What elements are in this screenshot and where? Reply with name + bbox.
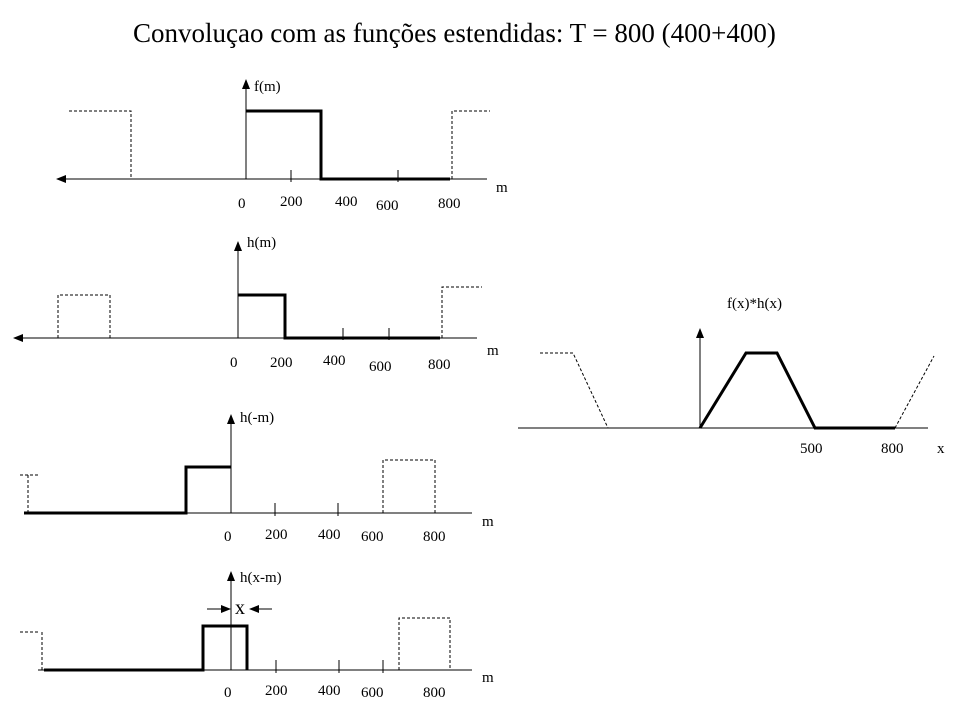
f-m-tick-label-0: 0 [238,196,246,212]
page-title: Convoluçao com as funções estendidas: T … [133,18,776,48]
h-neg-m-axis-label: m [482,514,494,530]
f-m-right-period [451,110,490,179]
h-neg-m-tick-label-400: 400 [318,527,341,543]
h-x-m-right-period [398,617,451,670]
panel-h-neg-m: h(-m) m 0 200 400 600 800 [20,410,494,545]
h-m-left-period [57,294,111,338]
h-m-label: h(m) [247,235,276,251]
f-m-pulse [246,109,450,181]
result-label: f(x)*h(x) [727,296,782,312]
h-neg-m-tick-label-0: 0 [224,529,232,545]
panel-h-x-m: h(x-m) m x 0 200 400 600 800 [20,570,494,701]
h-x-m-tick-label-600: 600 [361,685,384,701]
result-tick-label-800: 800 [881,441,904,457]
h-x-m-tick-label-800: 800 [423,685,446,701]
h-neg-m-right-period [382,459,436,513]
h-m-axis-label: m [487,343,499,359]
f-m-tick-label-600: 600 [376,198,399,214]
h-x-m-pulse [44,624,249,672]
result-right-period [894,355,935,429]
f-m-tick-label-400: 400 [335,194,358,210]
f-m-tick-label-800: 800 [438,196,461,212]
h-neg-m-tick-label-200: 200 [265,527,288,543]
h-x-m-axis-label: m [482,670,494,686]
h-x-m-tick-label-0: 0 [224,685,232,701]
h-m-tick-label-800: 800 [428,357,451,373]
h-x-m-label: h(x-m) [240,570,282,586]
h-neg-m-tick-label-600: 600 [361,529,384,545]
h-m-tick-label-0: 0 [230,355,238,371]
result-trapezoid [698,351,895,430]
h-m-right-period [441,286,482,338]
shift-x-label: x [235,597,245,619]
f-m-label: f(m) [254,79,281,95]
result-left-period [540,352,609,429]
f-m-tick-label-200: 200 [280,194,303,210]
f-m-axis-label: m [496,180,508,196]
h-neg-m-label: h(-m) [240,410,274,426]
panel-f-m: f(m) m 0 200 400 600 800 [56,79,508,214]
h-m-tick-label-200: 200 [270,355,293,371]
h-neg-m-tick-label-800: 800 [423,529,446,545]
panel-convolution-result: f(x)*h(x) x 500 800 [518,296,945,457]
h-x-m-tick-label-200: 200 [265,683,288,699]
h-x-m-tick-label-400: 400 [318,683,341,699]
result-axis-label: x [937,441,945,457]
f-m-left-period [69,110,132,179]
h-m-tick-label-400: 400 [323,353,346,369]
h-m-pulse [238,293,440,340]
result-tick-label-500: 500 [800,441,823,457]
h-neg-m-pulse [24,465,231,515]
panel-h-m: h(m) m 0 200 400 600 800 [13,235,499,375]
h-m-tick-label-600: 600 [369,359,392,375]
